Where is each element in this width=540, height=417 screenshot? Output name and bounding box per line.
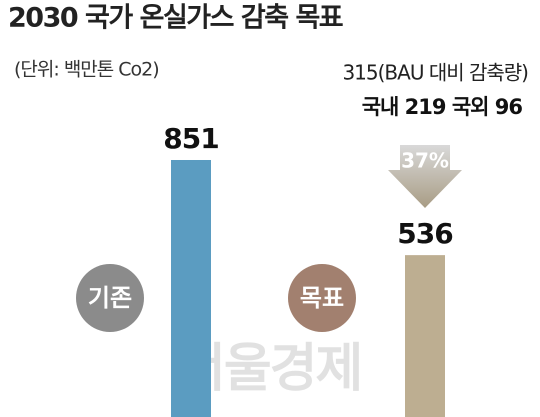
chart-title: 2030 국가 온실가스 감축 목표 — [8, 3, 343, 34]
bar — [171, 159, 211, 417]
category-badge — [288, 264, 356, 332]
value-label: 536 — [397, 217, 452, 250]
value-label: 851 — [163, 122, 218, 155]
category-badge — [76, 264, 144, 332]
breakdown-note: 국내 219 국외 96 — [362, 95, 523, 119]
reduction-note: 315(BAU 대비 감축량) — [342, 61, 528, 85]
reduction-arrow — [388, 145, 462, 208]
bar — [405, 255, 445, 417]
subtitle: (단위: 백만톤 Co2) — [14, 59, 159, 81]
category-label: 목표 — [300, 284, 344, 312]
arrow-label: 37% — [401, 149, 449, 173]
category-label: 기존 — [88, 284, 132, 312]
